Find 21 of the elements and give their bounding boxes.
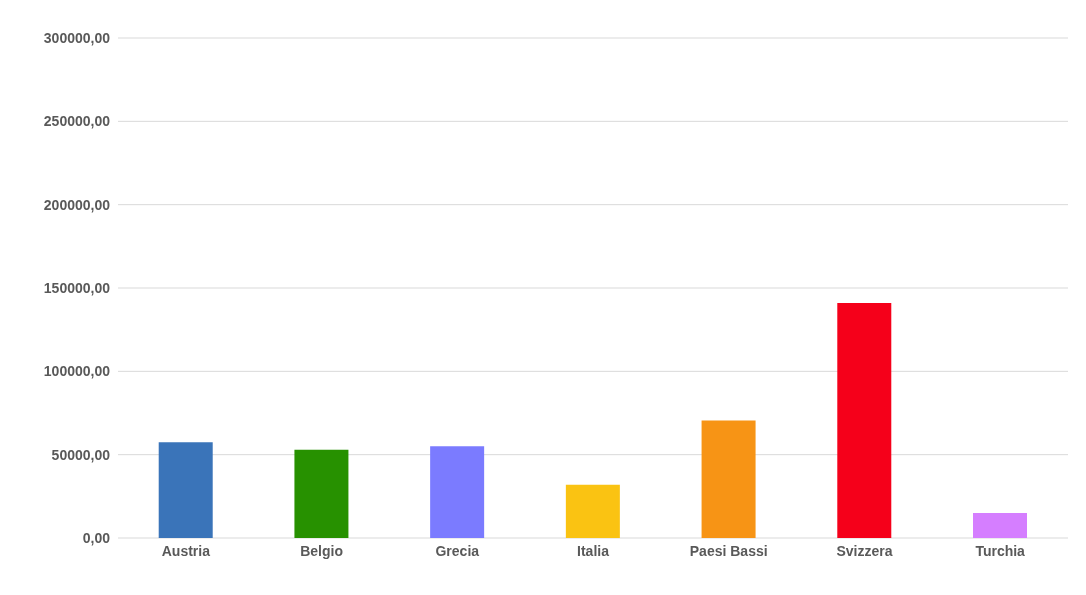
x-tick-label: Austria <box>161 542 211 559</box>
y-tick-label: 200000,00 <box>43 196 111 213</box>
x-tick-label: Paesi Bassi <box>689 542 768 559</box>
x-tick-label: Italia <box>577 542 610 559</box>
bar <box>837 303 892 538</box>
x-tick-label: Belgio <box>300 542 343 559</box>
y-tick-label: 100000,00 <box>43 363 111 380</box>
x-tick-label: Turchia <box>975 542 1026 559</box>
y-tick-label: 250000,00 <box>43 113 111 130</box>
y-tick-label: 150000,00 <box>43 279 111 296</box>
bar <box>158 442 213 538</box>
x-tick-label: Grecia <box>435 542 480 559</box>
x-tick-label: Svizzera <box>836 542 893 559</box>
bar <box>565 484 620 538</box>
bar <box>294 449 349 538</box>
y-tick-label: 300000,00 <box>43 29 111 46</box>
bar <box>973 513 1027 538</box>
y-tick-label: 50000,00 <box>51 446 111 463</box>
bar <box>701 420 756 538</box>
bar <box>430 446 485 538</box>
y-tick-label: 0,00 <box>82 529 111 546</box>
